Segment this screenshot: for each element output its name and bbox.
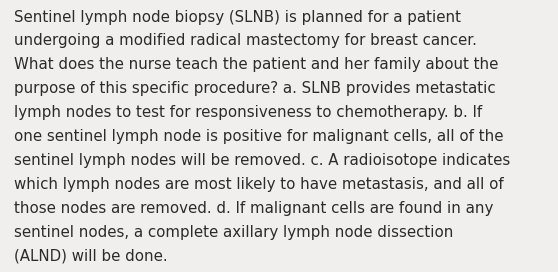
Text: (ALND) will be done.: (ALND) will be done. xyxy=(14,249,167,264)
Text: undergoing a modified radical mastectomy for breast cancer.: undergoing a modified radical mastectomy… xyxy=(14,33,477,48)
Text: purpose of this specific procedure? a. SLNB provides metastatic: purpose of this specific procedure? a. S… xyxy=(14,81,496,96)
Text: those nodes are removed. d. If malignant cells are found in any: those nodes are removed. d. If malignant… xyxy=(14,201,493,216)
Text: sentinel nodes, a complete axillary lymph node dissection: sentinel nodes, a complete axillary lymp… xyxy=(14,225,453,240)
Text: sentinel lymph nodes will be removed. c. A radioisotope indicates: sentinel lymph nodes will be removed. c.… xyxy=(14,153,510,168)
Text: one sentinel lymph node is positive for malignant cells, all of the: one sentinel lymph node is positive for … xyxy=(14,129,503,144)
Text: lymph nodes to test for responsiveness to chemotherapy. b. If: lymph nodes to test for responsiveness t… xyxy=(14,105,482,120)
Text: What does the nurse teach the patient and her family about the: What does the nurse teach the patient an… xyxy=(14,57,498,72)
Text: which lymph nodes are most likely to have metastasis, and all of: which lymph nodes are most likely to hav… xyxy=(14,177,504,192)
Text: Sentinel lymph node biopsy (SLNB) is planned for a patient: Sentinel lymph node biopsy (SLNB) is pla… xyxy=(14,10,461,24)
